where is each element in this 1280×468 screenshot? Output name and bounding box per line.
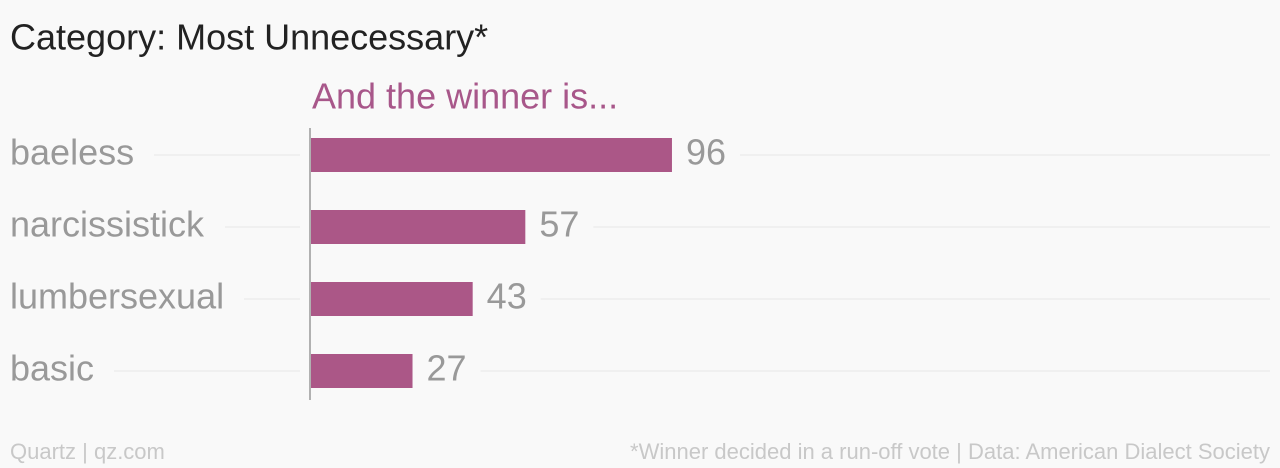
bar bbox=[311, 354, 413, 388]
chart-title: Category: Most Unnecessary* bbox=[10, 17, 488, 58]
category-label: narcissistick bbox=[10, 204, 205, 245]
bar bbox=[311, 210, 526, 244]
category-label: baeless bbox=[10, 132, 134, 173]
bar bbox=[311, 138, 672, 172]
value-label: 57 bbox=[539, 204, 579, 245]
source-right: *Winner decided in a run-off vote | Data… bbox=[630, 439, 1270, 464]
category-label: lumbersexual bbox=[10, 276, 224, 317]
category-label: basic bbox=[10, 348, 94, 389]
value-label: 27 bbox=[427, 348, 467, 389]
value-label: 43 bbox=[487, 276, 527, 317]
source-left: Quartz | qz.com bbox=[10, 439, 165, 464]
bar bbox=[311, 282, 473, 316]
value-label: 96 bbox=[686, 132, 726, 173]
chart-subtitle: And the winner is... bbox=[312, 76, 618, 117]
